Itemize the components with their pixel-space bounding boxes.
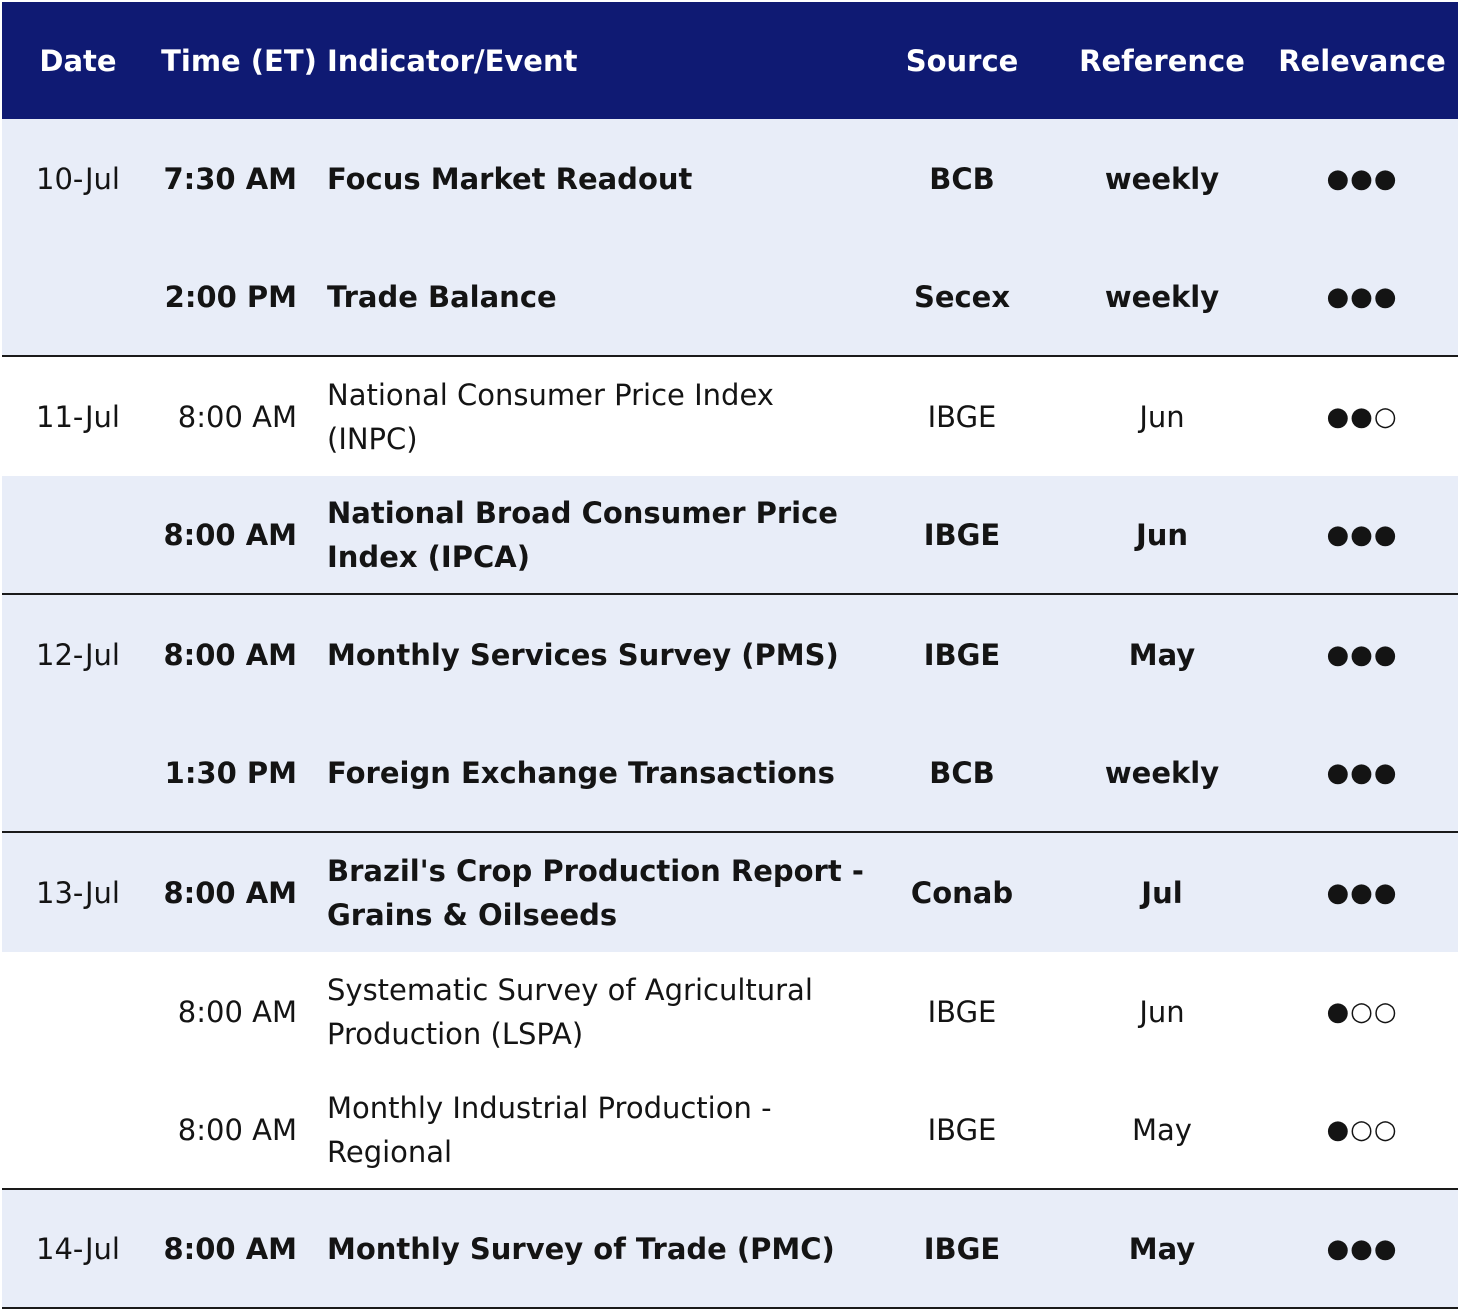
row-reference: Jul (1141, 875, 1183, 910)
row-reference: Jun (1139, 994, 1185, 1029)
row-event: Trade Balance (327, 279, 557, 314)
row-event: Systematic Survey of Agricultural Produc… (327, 972, 813, 1051)
row-date: 11-Jul (36, 399, 120, 434)
row-source: IBGE (927, 994, 997, 1029)
row-event: National Broad Consumer Price Index (IPC… (327, 495, 838, 574)
relevance-dots: ●●○ (1326, 401, 1398, 432)
row-source: IBGE (923, 637, 1001, 672)
header-time: Time (ET) (161, 43, 317, 78)
row-time: 8:00 AM (163, 875, 297, 910)
header-reference: Reference (1079, 43, 1245, 78)
relevance-dots: ●○○ (1326, 996, 1398, 1027)
row-event: Brazil's Crop Production Report - Grains… (327, 853, 864, 932)
table-row: 13-Jul 8:00 AM Brazil's Crop Production … (2, 833, 1458, 952)
row-date: 13-Jul (36, 875, 120, 910)
table-row: 8:00 AM Systematic Survey of Agricultura… (2, 952, 1458, 1071)
header-relevance: Relevance (1278, 43, 1446, 78)
row-source: Conab (910, 875, 1014, 910)
row-reference: weekly (1104, 279, 1220, 314)
row-time: 2:00 PM (164, 279, 297, 314)
row-source: IBGE (927, 1112, 997, 1147)
row-source: IBGE (923, 1231, 1001, 1266)
row-source: IBGE (927, 399, 997, 434)
row-event: Monthly Industrial Production - Regional (327, 1090, 772, 1169)
row-reference: May (1132, 1112, 1192, 1147)
relevance-dots: ●●● (1326, 281, 1398, 312)
row-reference: May (1128, 637, 1196, 672)
table-row: 1:30 PM Foreign Exchange Transactions BC… (2, 714, 1458, 833)
row-event: Focus Market Readout (327, 161, 693, 196)
row-reference: May (1128, 1231, 1196, 1266)
relevance-dots: ●●● (1326, 639, 1398, 670)
row-date: 10-Jul (36, 161, 120, 196)
table-header: Date Time (ET) Indicator/Event Source Re… (2, 2, 1458, 119)
row-time: 8:00 AM (177, 994, 297, 1029)
row-source: Secex (913, 279, 1011, 314)
table-row: 11-Jul 8:00 AM National Consumer Price I… (2, 357, 1458, 476)
table-row: 12-Jul 8:00 AM Monthly Services Survey (… (2, 595, 1458, 714)
row-time: 8:00 AM (177, 1112, 297, 1147)
row-time: 8:00 AM (177, 399, 297, 434)
row-time: 8:00 AM (163, 1231, 297, 1266)
row-reference: Jun (1135, 517, 1189, 552)
relevance-dots: ●●● (1326, 1233, 1398, 1264)
relevance-dots: ●●● (1326, 163, 1398, 194)
table-row: 10-Jul 7:30 AM Focus Market Readout BCB … (2, 119, 1458, 238)
row-date: 14-Jul (36, 1231, 120, 1266)
relevance-dots: ●●● (1326, 519, 1398, 550)
header-event: Indicator/Event (327, 43, 578, 78)
row-time: 8:00 AM (163, 637, 297, 672)
table-row: 8:00 AM National Broad Consumer Price In… (2, 476, 1458, 595)
row-source: BCB (929, 755, 995, 790)
table-row: 2:00 PM Trade Balance Secex weekly ●●● (2, 238, 1458, 357)
row-event: Monthly Services Survey (PMS) (327, 637, 839, 672)
row-event: National Consumer Price Index (INPC) (327, 377, 774, 456)
header-date: Date (39, 43, 117, 78)
row-event: Monthly Survey of Trade (PMC) (327, 1231, 835, 1266)
row-reference: weekly (1104, 755, 1220, 790)
row-time: 7:30 AM (163, 161, 297, 196)
relevance-dots: ●●● (1326, 877, 1398, 908)
row-date: 12-Jul (36, 637, 120, 672)
row-reference: Jun (1139, 399, 1185, 434)
relevance-dots: ●○○ (1326, 1114, 1398, 1145)
row-time: 8:00 AM (163, 517, 297, 552)
header-source: Source (905, 43, 1019, 78)
row-time: 1:30 PM (164, 755, 297, 790)
row-source: BCB (929, 161, 995, 196)
table-row: 8:00 AM Monthly Industrial Production - … (2, 1071, 1458, 1190)
table-row: 14-Jul 8:00 AM Monthly Survey of Trade (… (2, 1190, 1458, 1309)
row-event: Foreign Exchange Transactions (327, 755, 835, 790)
row-reference: weekly (1104, 161, 1220, 196)
row-source: IBGE (923, 517, 1001, 552)
relevance-dots: ●●● (1326, 757, 1398, 788)
